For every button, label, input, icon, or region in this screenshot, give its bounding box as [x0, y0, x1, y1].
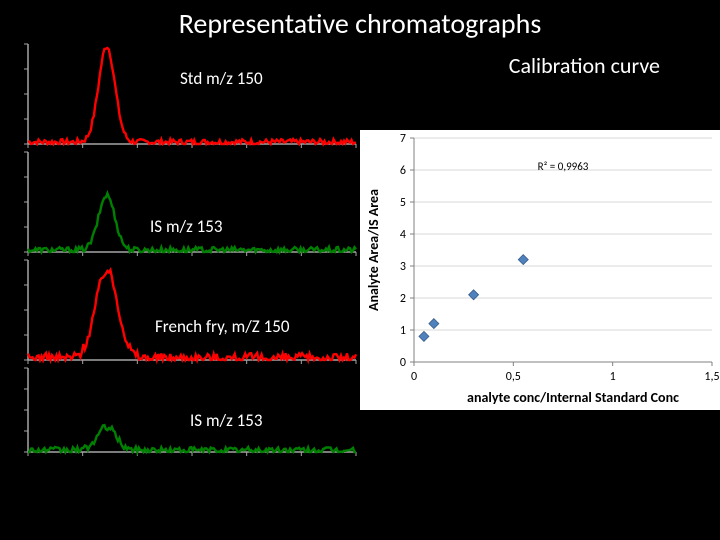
- x-axis-label: analyte conc/Internal Standard Conc: [467, 389, 679, 406]
- main-title: Representative chromatographs: [0, 0, 720, 45]
- svg-text:3: 3: [400, 260, 406, 274]
- chromatograph-1: [0, 148, 360, 260]
- svg-text:0,5: 0,5: [506, 370, 521, 384]
- svg-text:6: 6: [400, 164, 406, 178]
- y-axis-label: Analyte Area/IS Area: [365, 189, 382, 311]
- chromatograph-panel: Std m/z 150 IS m/z 153 French fry, m/Z 1…: [0, 44, 360, 460]
- chromatograph-label-2: French fry, m/Z 150: [155, 316, 289, 337]
- svg-text:5: 5: [400, 196, 406, 210]
- chromatograph-0: [0, 40, 360, 152]
- svg-text:0: 0: [411, 370, 417, 384]
- svg-text:1: 1: [400, 324, 406, 338]
- chromatograph-3: [0, 364, 360, 460]
- svg-text:0: 0: [400, 356, 406, 370]
- calibration-title: Calibration curve: [509, 52, 660, 79]
- svg-text:1,5: 1,5: [704, 370, 719, 384]
- chromatograph-label-1: IS m/z 153: [150, 216, 223, 237]
- chromatograph-wrap-3: IS m/z 153: [0, 364, 360, 460]
- chromatograph-2: [0, 256, 360, 368]
- r-squared-label: R² = 0,9963: [538, 160, 589, 173]
- svg-text:1: 1: [610, 370, 616, 384]
- chromatograph-wrap-1: IS m/z 153: [0, 148, 360, 260]
- chromatograph-wrap-2: French fry, m/Z 150: [0, 256, 360, 368]
- chromatograph-label-3: IS m/z 153: [190, 410, 263, 431]
- calibration-chart: 0 1 2 3 4 5 6 7 0 0,5 1 1,5 R² = 0,9963 analyte con…: [360, 130, 720, 410]
- svg-text:7: 7: [400, 132, 406, 146]
- chromatograph-wrap-0: Std m/z 150: [0, 40, 360, 152]
- calibration-svg: 0 1 2 3 4 5 6 7 0 0,5 1 1,5 R² = 0,9963 analyte con…: [360, 130, 720, 410]
- chromatograph-label-0: Std m/z 150: [180, 68, 263, 89]
- svg-text:4: 4: [400, 228, 406, 242]
- svg-text:2: 2: [400, 292, 406, 306]
